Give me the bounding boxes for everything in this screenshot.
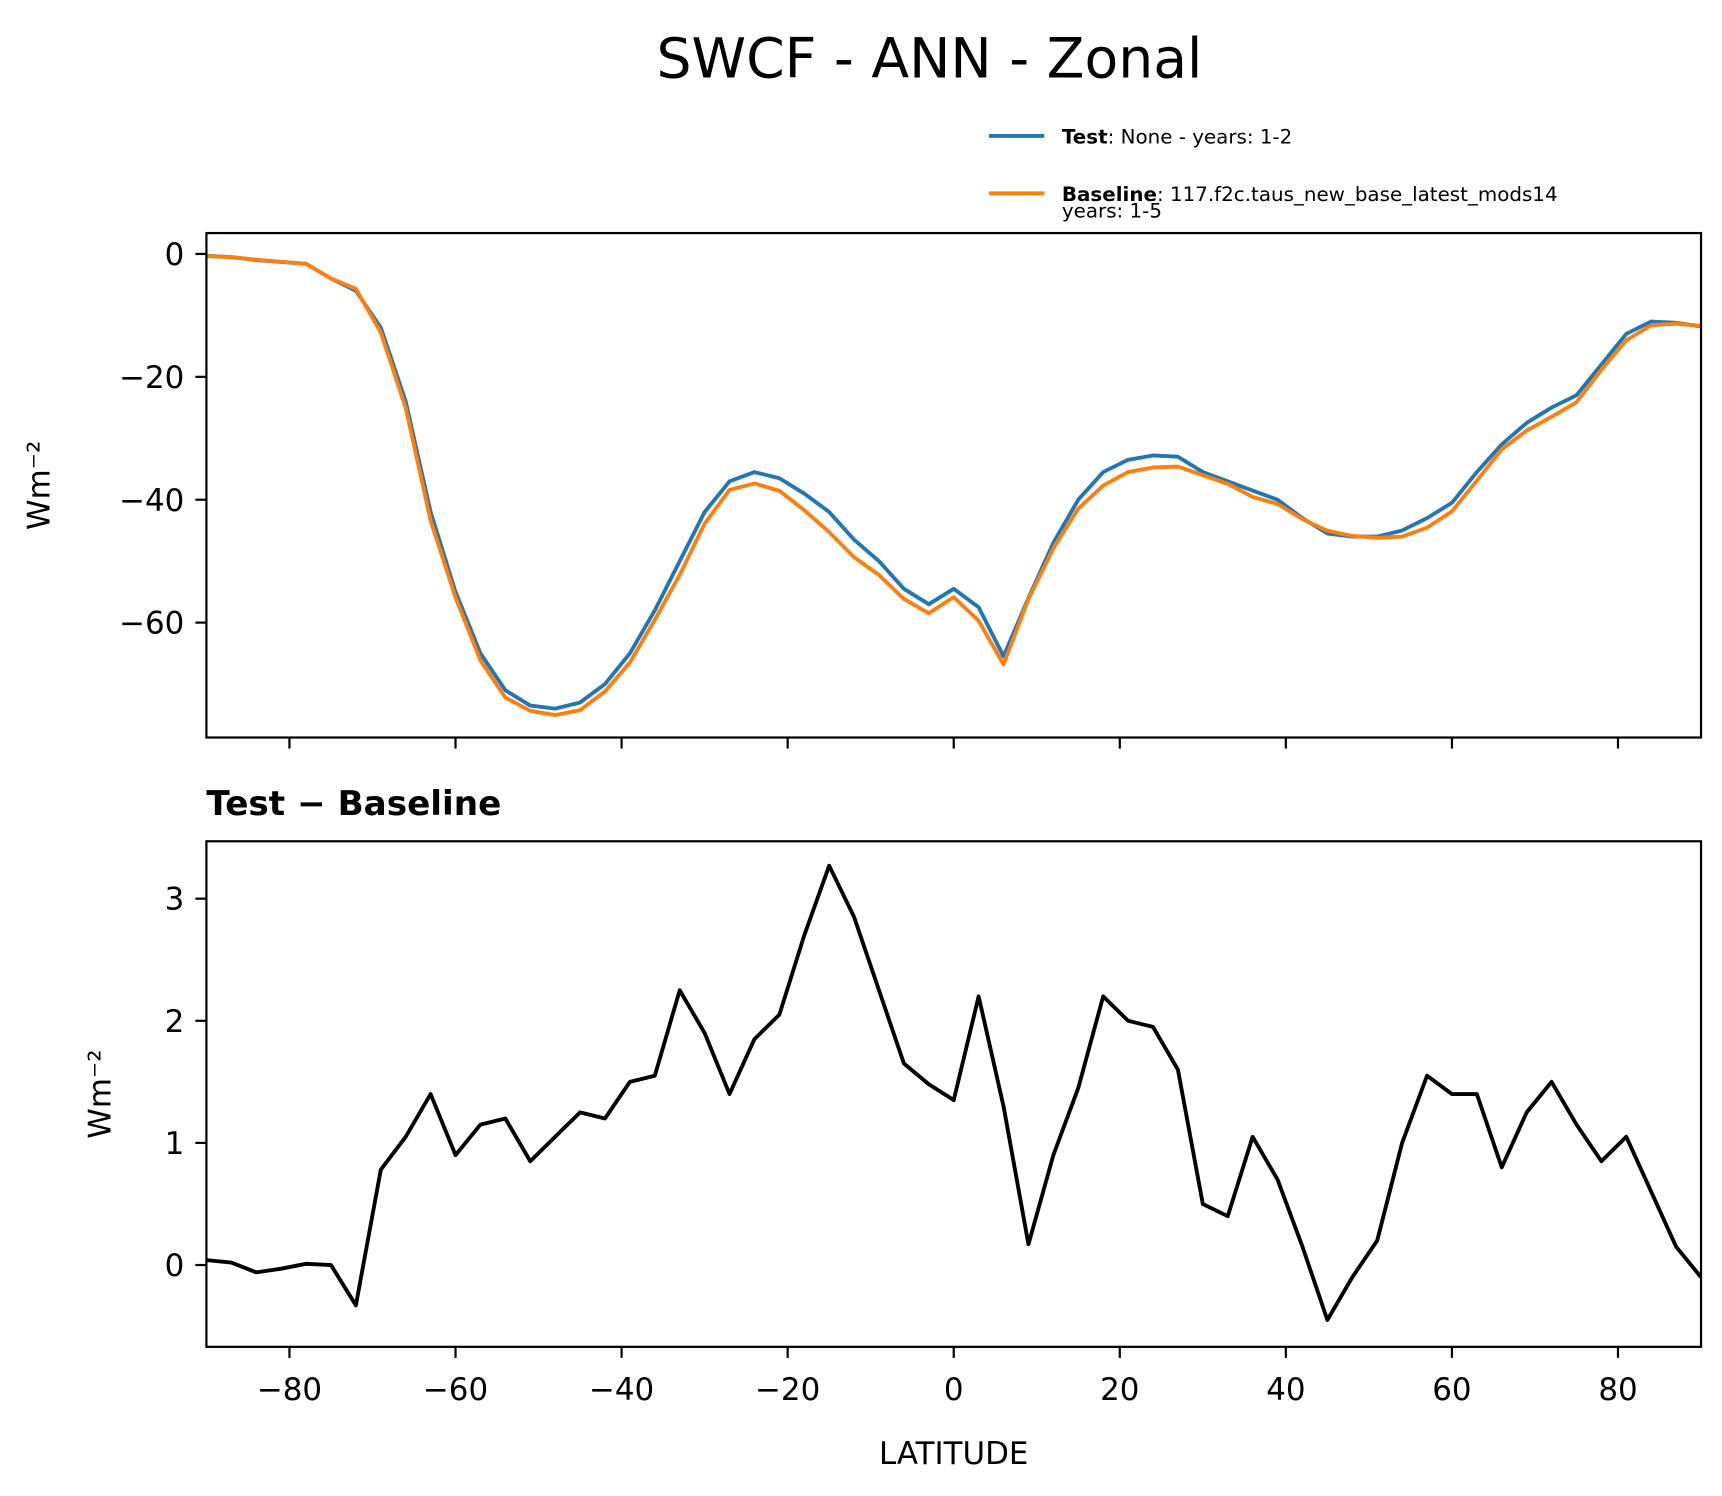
- y-tick-label: 2: [165, 1004, 185, 1040]
- legend-name: Test: [1062, 126, 1108, 149]
- x-tick-label: 20: [1100, 1372, 1139, 1408]
- y-axis-label: Wm⁻²: [22, 441, 58, 530]
- x-tick-label: −20: [755, 1372, 820, 1408]
- x-tick-label: 80: [1598, 1372, 1637, 1408]
- axes-title: Test − Baseline: [206, 784, 501, 824]
- x-tick-label: −80: [257, 1372, 322, 1408]
- y-tick-label: −20: [119, 360, 184, 396]
- x-tick-label: −40: [589, 1372, 654, 1408]
- x-tick-label: 60: [1432, 1372, 1471, 1408]
- y-tick-label: 1: [165, 1126, 185, 1162]
- y-tick-label: 0: [165, 237, 185, 273]
- plot-area: [206, 253, 1702, 718]
- y-tick-label: 0: [165, 1248, 185, 1284]
- legend-label: Baseline: 117.f2c.taus_new_base_latest_m…: [1062, 183, 1558, 206]
- y-tick-label: 3: [165, 882, 185, 918]
- data-line: [206, 863, 1702, 1322]
- figure-title: SWCF - ANN - Zonal: [656, 27, 1202, 91]
- y-tick-label: −60: [119, 606, 184, 642]
- legend-detail: : 117.f2c.taus_new_base_latest_mods14: [1157, 183, 1558, 206]
- x-tick-label: −60: [423, 1372, 488, 1408]
- y-tick-label: −40: [119, 483, 184, 519]
- x-tick-label: 0: [944, 1372, 964, 1408]
- legend-detail-line: years: 1-5: [1062, 200, 1162, 223]
- data-line: [206, 254, 1702, 718]
- y-axis-label: Wm⁻²: [82, 1049, 118, 1138]
- x-tick-label: 40: [1266, 1372, 1305, 1408]
- plot-area: [206, 863, 1702, 1322]
- legend-name: Baseline: [1062, 183, 1157, 206]
- legend-label: Test: None - years: 1-2: [1062, 126, 1292, 149]
- legend-detail: : None - years: 1-2: [1108, 126, 1293, 149]
- x-axis-label: LATITUDE: [879, 1436, 1028, 1472]
